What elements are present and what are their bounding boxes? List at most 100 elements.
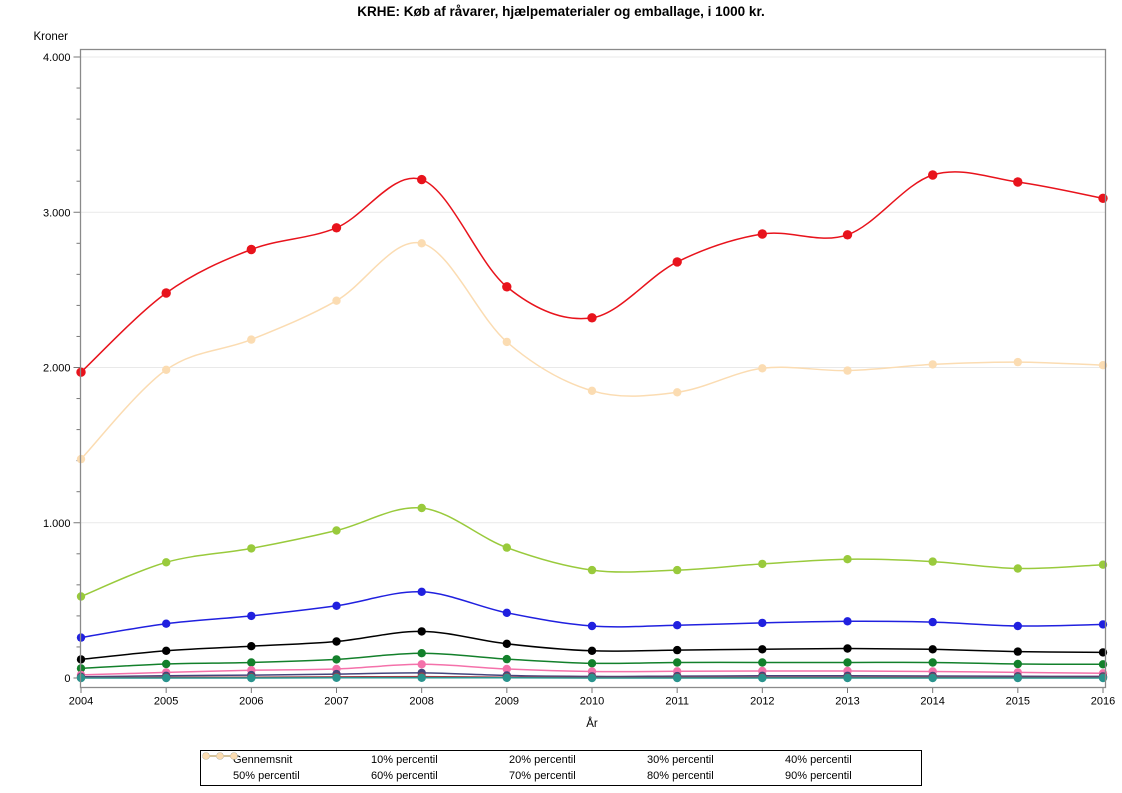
- y-tick-label: 4.000: [43, 52, 71, 64]
- data-point-marker: [928, 673, 937, 683]
- data-point-marker: [757, 229, 767, 239]
- data-point-marker: [332, 637, 341, 646]
- series-line-gennemsnit: [80, 171, 1104, 373]
- data-point-marker: [758, 658, 767, 667]
- data-point-marker: [587, 313, 597, 323]
- x-tick-label: 2014: [920, 696, 944, 708]
- data-point-marker: [672, 257, 682, 267]
- series-line-70-percentil: [80, 591, 1104, 639]
- legend-item: 90% percentil: [202, 752, 923, 782]
- legend-label: 90% percentil: [785, 770, 852, 782]
- x-tick-label: 2005: [154, 696, 178, 708]
- data-point-marker: [246, 244, 256, 255]
- data-point-marker: [843, 644, 852, 653]
- data-point-marker: [247, 658, 256, 667]
- series-line-60-percentil: [80, 630, 1104, 661]
- x-tick-label: 2010: [580, 696, 604, 708]
- data-point-marker: [587, 386, 597, 395]
- data-point-marker: [758, 559, 767, 569]
- data-point-marker: [247, 611, 256, 621]
- data-point-marker: [417, 673, 426, 682]
- data-point-marker: [247, 673, 256, 683]
- data-point-marker: [502, 654, 511, 664]
- legend-item: 70% percentil: [202, 752, 647, 782]
- data-point-marker: [928, 557, 937, 566]
- data-point-marker: [1013, 177, 1023, 187]
- legend-item: 50% percentil: [202, 752, 371, 782]
- legend-item: 30% percentil: [202, 752, 785, 766]
- data-point-marker: [928, 170, 938, 180]
- legend-label: 40% percentil: [785, 754, 852, 766]
- data-point-marker: [1013, 647, 1022, 656]
- legend-label: Gennemsnit: [233, 754, 293, 766]
- data-point-marker: [758, 645, 767, 654]
- legend-swatch-icon: [202, 752, 238, 760]
- y-axis-unit-label: Kroner: [33, 31, 68, 43]
- data-point-marker: [502, 543, 511, 552]
- data-point-marker: [247, 335, 256, 344]
- x-tick-label: 2009: [495, 696, 519, 708]
- y-tick-label: 1.000: [43, 518, 71, 530]
- data-point-marker: [928, 360, 937, 369]
- series-line-90-percentil: [80, 241, 1104, 460]
- data-point-marker: [417, 660, 426, 669]
- data-point-marker: [332, 296, 341, 305]
- data-point-marker: [587, 565, 597, 575]
- data-point-marker: [843, 555, 852, 564]
- legend-label: 50% percentil: [233, 770, 300, 782]
- data-point-marker: [1013, 673, 1022, 683]
- data-point-marker: [1013, 659, 1022, 669]
- data-point-marker: [673, 388, 682, 397]
- data-point-marker: [928, 658, 937, 667]
- data-point-marker: [332, 673, 341, 682]
- x-tick-label: 2011: [665, 696, 689, 708]
- legend-label: 10% percentil: [371, 754, 438, 766]
- line-chart: 0 1.000 2.000 3.000 4.000 2004 2005 2006 2007 200…: [43, 48, 1115, 708]
- data-point-marker: [842, 230, 853, 240]
- data-point-marker: [502, 337, 511, 347]
- data-point-marker: [928, 617, 937, 627]
- data-point-marker: [161, 288, 171, 298]
- data-point-marker: [162, 619, 171, 628]
- data-point-marker: [843, 617, 852, 626]
- x-tick-label: 2013: [835, 696, 859, 708]
- x-tick-label: 2004: [69, 696, 93, 708]
- legend-item: 40% percentil: [202, 752, 923, 766]
- legend-grid: Gennemsnit 10% percentil 20% percentil 30% …: [202, 752, 923, 784]
- data-point-marker: [673, 673, 682, 683]
- data-point-marker: [587, 673, 597, 683]
- data-point-marker: [1013, 621, 1022, 631]
- legend-item: 10% percentil: [202, 752, 509, 766]
- data-point-marker: [162, 558, 171, 567]
- data-point-marker: [758, 364, 767, 373]
- data-point-marker: [417, 587, 426, 596]
- data-point-marker: [417, 174, 427, 185]
- legend-label: 20% percentil: [509, 754, 576, 766]
- x-tick-label: 2016: [1091, 696, 1115, 708]
- data-point-marker: [502, 639, 511, 648]
- legend-label: 60% percentil: [371, 770, 438, 782]
- data-point-marker: [417, 503, 426, 513]
- data-point-marker: [1013, 357, 1022, 367]
- y-tick-label: 3.000: [43, 207, 71, 219]
- data-point-marker: [332, 655, 341, 664]
- data-point-marker: [502, 673, 511, 682]
- data-point-marker: [758, 618, 767, 628]
- data-point-marker: [162, 646, 171, 655]
- data-point-marker: [673, 658, 682, 667]
- plot-border: [79, 48, 1107, 689]
- data-point-marker: [673, 621, 682, 630]
- legend: Gennemsnit 10% percentil 20% percentil 30% …: [200, 750, 922, 786]
- data-point-marker: [247, 544, 256, 553]
- legend-item: 80% percentil: [202, 752, 785, 782]
- data-point-marker: [843, 673, 852, 683]
- page-title: KRHE: Køb af råvarer, hjælpematerialer o…: [357, 4, 765, 19]
- data-point-marker: [417, 239, 426, 248]
- x-tick-label: 2015: [1006, 696, 1030, 708]
- data-point-marker: [162, 365, 171, 374]
- data-point-marker: [673, 645, 682, 655]
- x-axis-title: År: [586, 718, 598, 730]
- data-point-marker: [928, 645, 937, 654]
- data-point-marker: [587, 621, 597, 631]
